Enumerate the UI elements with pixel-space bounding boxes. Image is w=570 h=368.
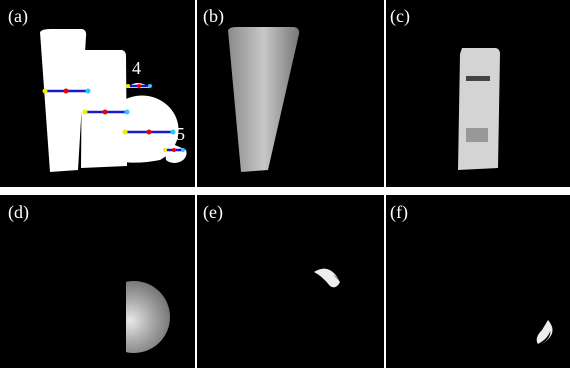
segment-number: 5	[176, 124, 185, 144]
segment-number: 2	[97, 83, 106, 103]
panel-e	[197, 195, 384, 368]
segment-number: 4	[132, 58, 141, 78]
panel-label: (c)	[390, 6, 410, 27]
panel-label: (f)	[390, 202, 408, 223]
panel-label: (b)	[203, 6, 224, 27]
figure: 1 2 3 4 5 (a) (b) (c) (d) (e) (f)	[0, 0, 570, 368]
panel-d	[0, 195, 195, 368]
bottle-image	[458, 48, 500, 170]
panel-label: (d)	[8, 202, 29, 223]
panel-label: (e)	[203, 202, 223, 223]
segment-number: 1	[58, 62, 67, 82]
panel-f	[386, 195, 570, 368]
panel-label: (a)	[8, 6, 28, 27]
segment-number: 3	[141, 108, 150, 128]
